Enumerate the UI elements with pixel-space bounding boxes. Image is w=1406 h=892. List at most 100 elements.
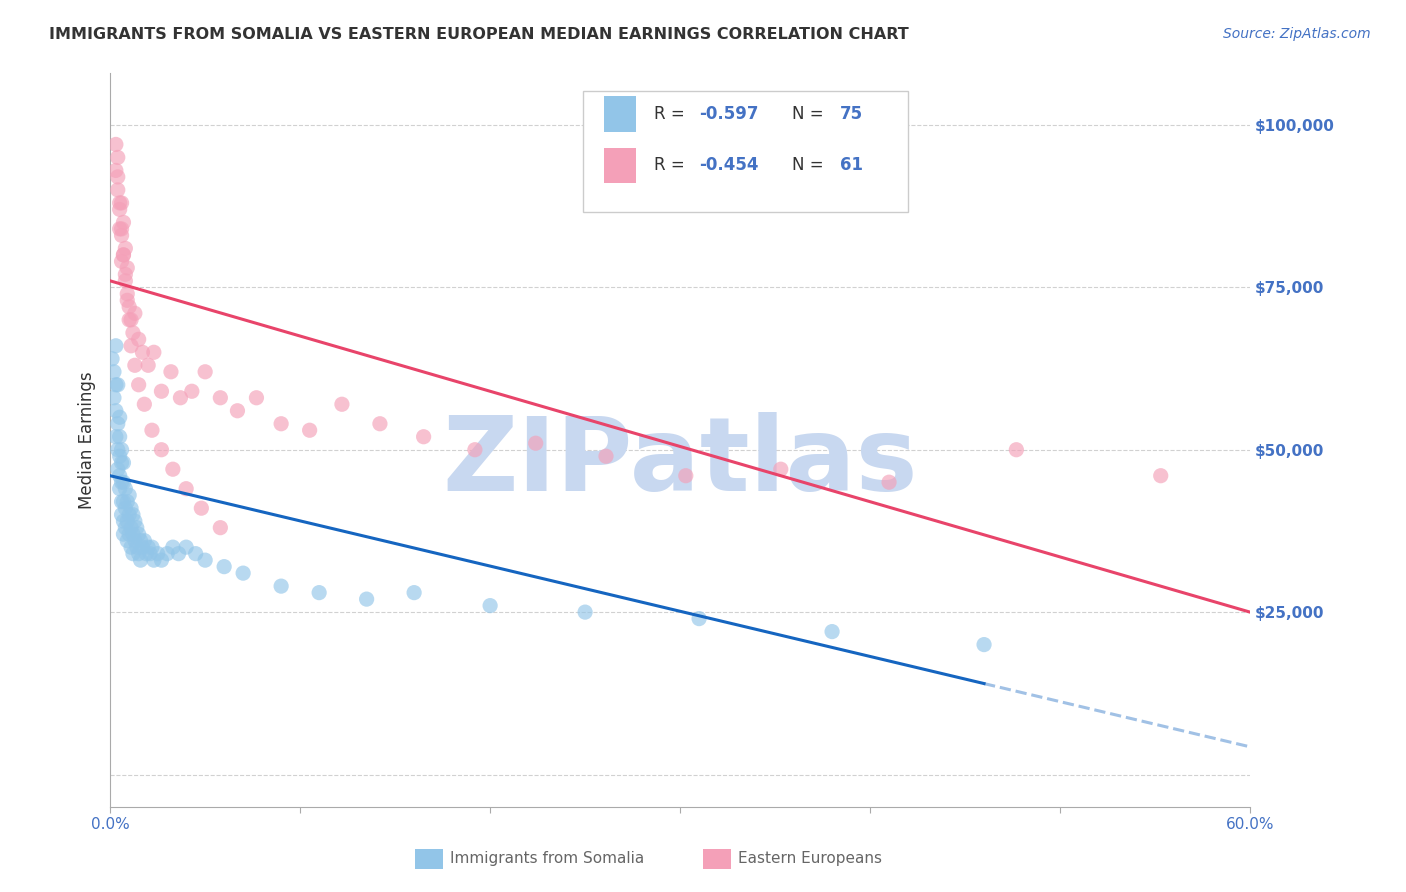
Point — [114, 521, 136, 535]
Point — [117, 293, 139, 308]
Point — [209, 521, 232, 535]
Point — [107, 150, 129, 164]
Point — [129, 533, 152, 548]
Point — [330, 397, 353, 411]
Point — [574, 605, 596, 619]
Point — [877, 475, 900, 490]
Point — [688, 612, 710, 626]
Point — [112, 456, 135, 470]
Point — [270, 579, 292, 593]
Bar — [603, 148, 636, 183]
Text: Source: ZipAtlas.com: Source: ZipAtlas.com — [1223, 27, 1371, 41]
Y-axis label: Median Earnings: Median Earnings — [79, 371, 96, 508]
Point — [112, 514, 135, 528]
Point — [117, 260, 139, 275]
Point — [108, 468, 131, 483]
Point — [174, 540, 197, 554]
FancyBboxPatch shape — [583, 91, 908, 212]
Point — [190, 501, 212, 516]
Point — [141, 423, 163, 437]
Point — [118, 313, 141, 327]
Point — [135, 547, 157, 561]
Point — [110, 195, 132, 210]
Point — [107, 169, 129, 184]
Text: N =: N = — [792, 105, 828, 123]
Point — [112, 248, 135, 262]
Point — [973, 638, 995, 652]
Point — [107, 417, 129, 431]
Point — [1005, 442, 1028, 457]
Point — [107, 462, 129, 476]
Point — [118, 508, 141, 522]
Point — [122, 547, 145, 561]
Point — [103, 391, 125, 405]
Text: ZIPatlas: ZIPatlas — [443, 411, 918, 513]
Point — [150, 384, 173, 399]
Point — [141, 540, 163, 554]
Text: 75: 75 — [839, 105, 863, 123]
Text: Immigrants from Somalia: Immigrants from Somalia — [450, 852, 644, 866]
Point — [107, 442, 129, 457]
Point — [1150, 468, 1173, 483]
Point — [129, 553, 152, 567]
Point — [120, 501, 142, 516]
Text: IMMIGRANTS FROM SOMALIA VS EASTERN EUROPEAN MEDIAN EARNINGS CORRELATION CHART: IMMIGRANTS FROM SOMALIA VS EASTERN EUROP… — [49, 27, 908, 42]
Point — [110, 254, 132, 268]
Point — [108, 430, 131, 444]
Point — [308, 585, 330, 599]
Point — [112, 494, 135, 508]
Point — [108, 222, 131, 236]
Point — [110, 494, 132, 508]
Point — [107, 183, 129, 197]
Point — [232, 566, 254, 581]
Point — [180, 384, 202, 399]
Point — [821, 624, 844, 639]
Point — [118, 488, 141, 502]
Text: R =: R = — [654, 156, 690, 175]
Point — [356, 592, 378, 607]
Bar — [603, 96, 636, 132]
Point — [194, 365, 217, 379]
Point — [169, 391, 191, 405]
Point — [112, 215, 135, 229]
Point — [104, 403, 127, 417]
Point — [131, 345, 153, 359]
Point — [107, 377, 129, 392]
Point — [136, 359, 159, 373]
Point — [117, 533, 139, 548]
Point — [104, 430, 127, 444]
Point — [769, 462, 792, 476]
Point — [114, 482, 136, 496]
Point — [128, 527, 150, 541]
Point — [134, 533, 156, 548]
Point — [125, 521, 148, 535]
Point — [124, 533, 146, 548]
Point — [128, 377, 150, 392]
Point — [110, 508, 132, 522]
Point — [120, 339, 142, 353]
Point — [120, 521, 142, 535]
Text: 61: 61 — [839, 156, 863, 175]
Point — [112, 248, 135, 262]
Point — [194, 553, 217, 567]
Point — [209, 391, 232, 405]
Point — [162, 540, 184, 554]
Point — [110, 228, 132, 243]
Point — [118, 300, 141, 314]
Point — [245, 391, 267, 405]
Point — [120, 313, 142, 327]
Point — [124, 306, 146, 320]
Point — [108, 410, 131, 425]
Point — [524, 436, 547, 450]
Point — [146, 547, 169, 561]
Point — [122, 527, 145, 541]
Point — [167, 547, 190, 561]
Point — [139, 547, 162, 561]
Point — [131, 540, 153, 554]
Point — [117, 494, 139, 508]
Point — [212, 559, 235, 574]
Point — [160, 365, 183, 379]
Point — [122, 508, 145, 522]
Point — [128, 332, 150, 346]
Point — [298, 423, 321, 437]
